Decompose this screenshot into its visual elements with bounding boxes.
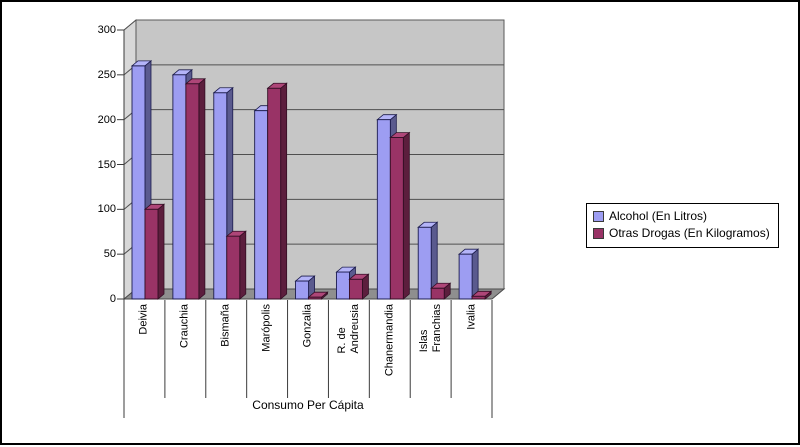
x-category-label: Marópolis	[260, 304, 273, 352]
y-tick-label: 300	[97, 24, 116, 36]
y-tick-label: 250	[97, 68, 116, 81]
x-category-label: Gonzalia	[301, 304, 314, 348]
x-category-label: Crauchia	[178, 304, 191, 349]
x-category-label: Ivalia	[465, 304, 478, 330]
y-tick-label: 100	[97, 203, 116, 216]
y-tick-label: 200	[97, 113, 116, 126]
x-category-label: Bismaña	[219, 304, 232, 347]
y-tick-label: 0	[109, 293, 116, 305]
legend-label-alcohol: Alcohol (En Litros)	[609, 209, 708, 223]
legend: Alcohol (En Litros) Otras Drogas (En Kil…	[586, 203, 779, 248]
legend-swatch-alcohol-icon	[593, 211, 604, 222]
y-tick-label: 50	[103, 248, 116, 261]
x-category-label: Islas Franchias	[417, 304, 443, 353]
x-category-label: Deivia	[137, 304, 150, 335]
legend-item-otras-drogas: Otras Drogas (En Kilogramos)	[593, 225, 770, 242]
x-category-label: Chanermandia	[383, 304, 396, 377]
legend-swatch-otras-drogas-icon	[593, 228, 604, 239]
x-category-label: R. de Andreusia	[335, 304, 361, 354]
x-axis-title: Consumo Per Cápita	[252, 398, 364, 412]
legend-label-otras-drogas: Otras Drogas (En Kilogramos)	[609, 226, 770, 240]
legend-item-alcohol: Alcohol (En Litros)	[593, 208, 770, 225]
y-tick-label: 150	[97, 158, 116, 171]
